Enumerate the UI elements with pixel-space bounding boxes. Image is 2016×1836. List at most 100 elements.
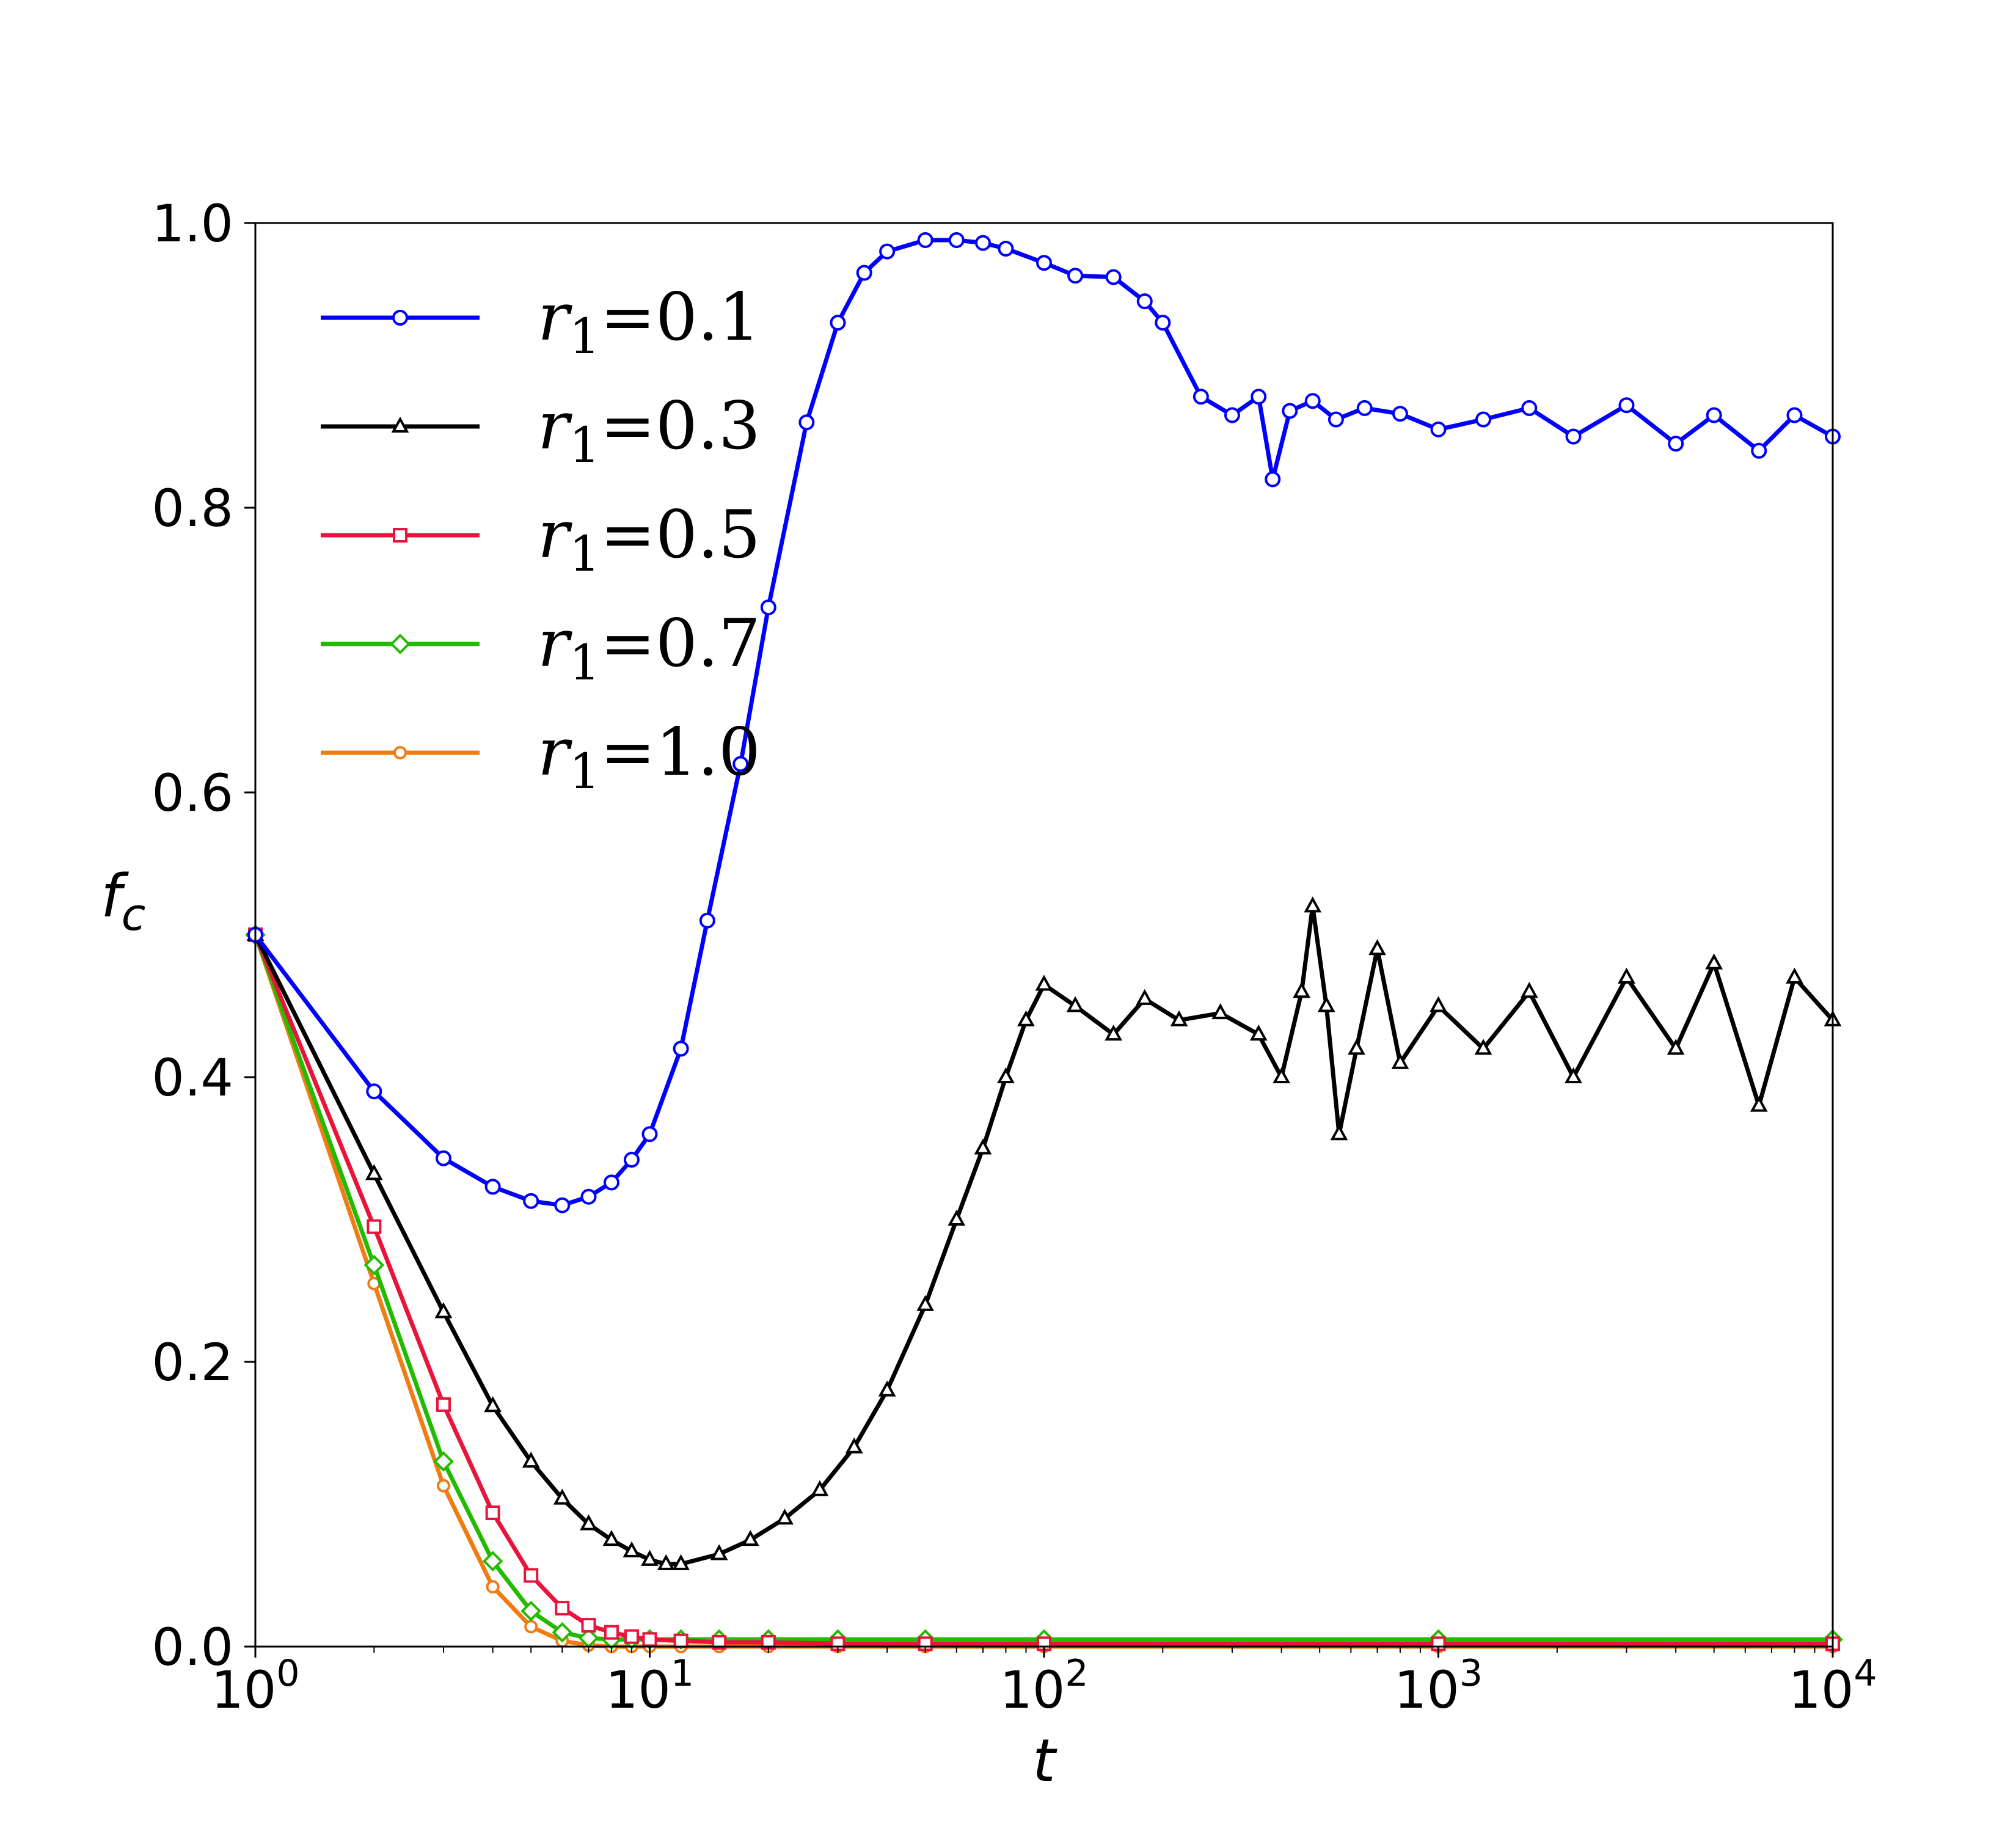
data-point	[641, 1549, 659, 1566]
data-point	[365, 1164, 383, 1180]
data-point	[524, 1620, 538, 1634]
series-layer	[245, 232, 1843, 1653]
legend-label: r1=0.3	[538, 388, 761, 474]
data-point	[1317, 996, 1335, 1012]
data-point	[1520, 982, 1538, 998]
data-point	[1705, 953, 1723, 970]
data-point	[1474, 1039, 1492, 1055]
data-point	[878, 1380, 896, 1397]
series-line	[253, 934, 1833, 1646]
data-point	[1067, 268, 1084, 284]
data-point	[712, 1635, 727, 1650]
data-point	[484, 1179, 501, 1195]
data-point	[1036, 255, 1052, 271]
data-point	[1035, 975, 1053, 991]
y-tick-label: 0.4	[152, 1048, 233, 1108]
data-point	[948, 1209, 966, 1226]
ticks-layer: 100 101 102 103 104 0.0 0.2 0.4 0.6 0.8 1.0	[152, 194, 1877, 1720]
data-point	[486, 1580, 500, 1594]
data-point	[1668, 436, 1684, 452]
data-point	[1192, 389, 1209, 405]
data-point	[1105, 1024, 1123, 1041]
data-point	[1618, 397, 1635, 414]
data-point	[1170, 1010, 1188, 1026]
data-point	[554, 1197, 571, 1213]
data-point	[1105, 269, 1122, 285]
data-point	[741, 1530, 759, 1546]
legend-marker	[392, 310, 408, 326]
x-tick-label: 101	[605, 1652, 694, 1720]
data-point	[523, 1193, 539, 1209]
data-point	[1249, 1024, 1268, 1041]
data-point	[1224, 407, 1240, 423]
data-point	[1348, 1039, 1365, 1055]
data-point	[998, 240, 1014, 257]
data-point	[760, 599, 776, 616]
data-point	[1750, 1095, 1768, 1112]
data-point	[555, 1601, 570, 1616]
data-point	[1304, 393, 1321, 409]
data-point	[624, 1629, 639, 1644]
legend-entry: r1=0.1	[321, 279, 761, 365]
data-point	[1786, 967, 1803, 984]
data-point	[363, 1254, 385, 1276]
data-point	[1136, 989, 1154, 1005]
data-point	[1066, 996, 1084, 1012]
data-point	[997, 1067, 1015, 1083]
data-point	[879, 243, 896, 260]
data-point	[1136, 293, 1153, 310]
data-point	[604, 1625, 619, 1640]
data-point	[1706, 407, 1722, 423]
data-point	[552, 1622, 573, 1643]
data-point	[1265, 471, 1281, 488]
data-point	[581, 1618, 596, 1633]
data-point	[435, 1150, 451, 1166]
data-point	[948, 232, 965, 248]
data-point	[1667, 1039, 1685, 1055]
data-point	[522, 1451, 540, 1468]
data-point	[975, 235, 992, 251]
x-tick-label: 100	[211, 1652, 299, 1720]
data-point	[916, 1295, 935, 1311]
x-tick-label: 104	[1788, 1652, 1877, 1720]
data-point	[641, 1126, 658, 1143]
data-point	[623, 1541, 641, 1557]
data-point	[673, 1041, 689, 1057]
data-point	[485, 1505, 500, 1520]
data-point	[798, 414, 815, 431]
data-point	[1391, 1053, 1409, 1069]
legend-marker	[391, 416, 409, 433]
data-point	[367, 1219, 382, 1234]
legend-marker	[393, 528, 407, 543]
legend-marker	[393, 746, 407, 759]
data-point	[657, 1554, 675, 1570]
data-point	[673, 1633, 688, 1648]
data-point	[1282, 403, 1298, 419]
x-tick-label: 103	[1394, 1652, 1483, 1720]
data-point	[553, 1488, 571, 1505]
data-point	[603, 1174, 619, 1191]
data-point	[1304, 896, 1322, 913]
y-tick-label: 0.2	[152, 1333, 233, 1392]
data-point	[1565, 1067, 1582, 1083]
legend-entry: r1=0.5	[321, 497, 761, 582]
data-point	[524, 1568, 539, 1583]
series-r1=0.5	[248, 927, 1840, 1651]
x-tick-label: 102	[999, 1652, 1088, 1720]
data-point	[580, 1514, 597, 1531]
data-point	[917, 232, 933, 248]
data-point	[436, 1479, 450, 1493]
y-tick-label: 0.0	[152, 1617, 233, 1677]
legend-label: r1=0.5	[538, 497, 761, 582]
y-tick-label: 0.8	[152, 478, 233, 538]
legend-label: r1=1.0	[538, 714, 761, 800]
legend-entry: r1=0.7	[321, 605, 761, 691]
legend: r1=0.1 r1=0.3 r1=0.5 r1=0.7 r1=1.0	[321, 279, 761, 800]
data-point	[1565, 428, 1582, 445]
legend-entry: r1=0.3	[321, 388, 761, 474]
series-line	[254, 238, 1834, 1208]
data-point	[602, 1530, 621, 1546]
